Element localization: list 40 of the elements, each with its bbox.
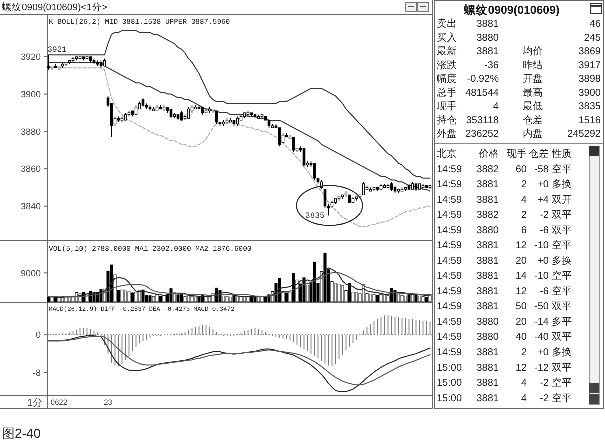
text: 外盘 236252 内盘 245292 xyxy=(437,129,601,140)
text: 现手 4 最低 3835 xyxy=(437,102,601,112)
text: 14:59 3881 2 +0 多换 xyxy=(437,180,572,191)
x-axis-title: 1分 xyxy=(27,397,43,409)
text: 总手 481544 最高 3900 xyxy=(437,88,601,99)
text: 14:59 3881 12 -6 空平 xyxy=(437,286,572,298)
text: 14:59 3881 12 -10 空平 xyxy=(437,240,572,252)
text: 15:00 3881 4 -2 空平 xyxy=(437,378,572,390)
chart-title: 螺纹0909(010609)<1分> xyxy=(2,2,108,14)
text: 涨跌 -36 昨结 3917 xyxy=(437,60,601,72)
text: 14:59 3880 40 -40 双平 xyxy=(437,332,572,344)
text: 螺纹0909(010609) xyxy=(463,3,560,17)
y-tick-label: 3900 xyxy=(20,90,41,100)
text: 14:59 3880 20 -14 多平 xyxy=(437,316,572,328)
text: 卖出 3881 46 xyxy=(437,19,601,30)
y-tick-label: 3840 xyxy=(20,202,41,212)
text: 买入 3880 245 xyxy=(437,32,601,44)
annotation: 3835 xyxy=(306,212,325,222)
text: 14:59 3882 2 -2 双平 xyxy=(437,210,572,222)
text: 北京 价格 现手 仓差 性质 xyxy=(437,149,572,160)
text: 14:59 3881 20 +0 多换 xyxy=(437,256,572,267)
y-tick-label: 9000 xyxy=(20,268,41,278)
text: 15:00 3881 12 -12 双平 xyxy=(437,362,572,374)
text: 14:59 3881 14 -10 空平 xyxy=(437,271,572,282)
y-tick-label: 3860 xyxy=(20,164,41,174)
annotation: 3921 xyxy=(48,46,68,56)
text: 持仓 353118 仓差 1516 xyxy=(437,115,601,126)
y-tick-label: 3920 xyxy=(20,52,41,62)
y-tick-label: 0 xyxy=(36,330,41,340)
text: 14:59 3881 4 +4 双开 xyxy=(437,194,572,206)
text: 14:59 3880 6 -6 双平 xyxy=(437,225,572,236)
y-tick-label: 3880 xyxy=(20,126,41,137)
text: 14:59 3881 50 -50 双平 xyxy=(437,302,572,313)
caption: 图2-40 xyxy=(2,426,42,441)
text: 最新 3881 均价 3869 xyxy=(437,46,601,58)
text: 幅度 -0.92% 开盘 3898 xyxy=(437,74,601,85)
text: 14:59 3881 2 +0 多换 xyxy=(437,348,572,359)
text: 15:00 3881 4 -2 空平 xyxy=(437,393,572,404)
y-tick-label: -8 xyxy=(32,368,41,378)
text: 14:59 3882 60 -58 空平 xyxy=(437,164,572,176)
